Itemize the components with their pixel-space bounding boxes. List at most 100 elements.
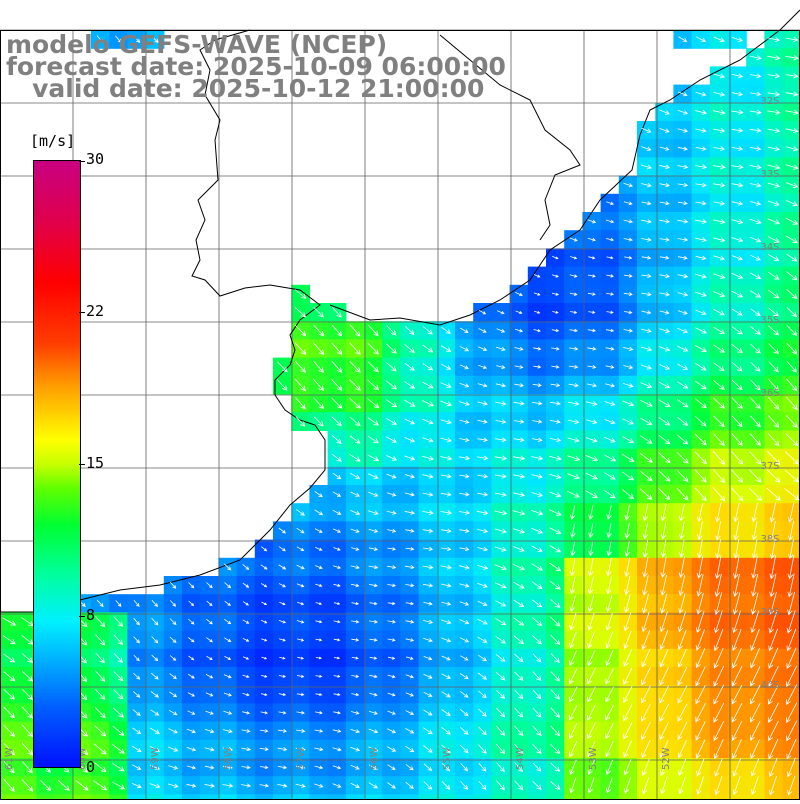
- wind-arrow: [750, 739, 760, 760]
- wind-arrow: [333, 620, 341, 624]
- wind-arrow: [405, 656, 414, 660]
- wind-arrow: [205, 692, 214, 697]
- wind-arrow: [623, 759, 632, 776]
- wind-arrow: [549, 527, 562, 534]
- wind-arrow: [112, 725, 125, 736]
- wind-arrow: [459, 637, 470, 643]
- wind-arrow: [260, 564, 268, 570]
- wind-arrow: [458, 401, 470, 406]
- wind-arrow: [767, 665, 779, 687]
- wind-arrow: [349, 416, 361, 427]
- wind-arrow: [459, 744, 469, 754]
- wind-arrow: [587, 668, 596, 685]
- wind-arrow: [21, 653, 34, 663]
- wind-arrow: [150, 35, 159, 43]
- wind-arrow: [294, 289, 307, 299]
- wind-arrow: [787, 555, 795, 580]
- wind-arrow: [368, 710, 379, 715]
- wind-arrow: [496, 780, 506, 791]
- wind-arrow: [459, 708, 469, 717]
- wind-arrow: [677, 648, 687, 668]
- wind-arrow: [695, 739, 706, 759]
- colorbar: [33, 160, 81, 768]
- wind-arrow: [569, 364, 579, 369]
- wind-arrow: [423, 745, 433, 753]
- wind-arrow: [459, 565, 470, 570]
- wind-arrow: [514, 762, 524, 773]
- valid-date: valid date: 2025-10-12 21:00:00: [6, 74, 485, 103]
- wind-arrow: [334, 656, 341, 660]
- model-title: modelo GEFS-WAVE (NCEP): [6, 30, 388, 59]
- wind-arrow: [222, 765, 233, 770]
- wind-arrow: [2, 635, 16, 645]
- wind-arrow: [385, 380, 398, 390]
- latitude-label: 33S: [760, 169, 779, 180]
- wind-arrow: [478, 708, 487, 717]
- wind-arrow: [677, 109, 689, 115]
- wind-arrow: [496, 365, 506, 370]
- wind-arrow: [278, 620, 287, 624]
- wind-arrow: [514, 653, 524, 663]
- wind-arrow: [422, 455, 434, 461]
- wind-arrow: [368, 764, 378, 770]
- wind-arrow: [94, 725, 107, 737]
- wind-arrow: [440, 419, 452, 425]
- wind-arrow: [187, 692, 196, 697]
- wind-arrow: [695, 684, 706, 705]
- wind-speed-cell: [637, 667, 656, 686]
- wind-arrow: [677, 310, 688, 315]
- wind-arrow: [149, 746, 161, 752]
- wind-speed-cell: [709, 703, 729, 723]
- wind-arrow: [786, 647, 797, 669]
- wind-arrow: [531, 563, 544, 571]
- wind-arrow: [133, 636, 140, 644]
- wind-arrow: [567, 419, 580, 425]
- wind-arrow: [404, 418, 416, 425]
- colorbar-tick-15: 15: [86, 454, 105, 472]
- wind-arrow: [751, 539, 758, 559]
- wind-arrow: [568, 382, 579, 388]
- wind-arrow: [315, 692, 323, 696]
- wind-arrow: [769, 538, 776, 560]
- wind-arrow: [186, 747, 197, 752]
- wind-arrow: [749, 164, 762, 170]
- wind-arrow: [767, 702, 779, 723]
- wind-arrow: [552, 256, 559, 260]
- wind-arrow: [696, 503, 704, 523]
- wind-arrow: [422, 344, 434, 353]
- wind-arrow: [678, 556, 685, 579]
- wind-arrow: [3, 689, 16, 700]
- wind-arrow: [532, 689, 542, 700]
- wind-arrow: [405, 619, 415, 624]
- wind-arrows: [2, 35, 800, 796]
- wind-arrow: [587, 219, 597, 224]
- wind-arrow: [677, 685, 688, 704]
- wind-arrow: [261, 674, 268, 678]
- wind-arrow: [658, 488, 671, 501]
- wind-arrow: [786, 684, 798, 705]
- wind-arrow: [677, 721, 688, 741]
- wind-arrow: [568, 722, 578, 740]
- wind-arrow: [478, 328, 487, 333]
- wind-arrow: [587, 650, 596, 667]
- wind-arrow: [278, 583, 286, 588]
- wind-arrow: [605, 777, 613, 794]
- wind-arrow: [188, 600, 195, 607]
- wind-arrow: [350, 528, 360, 533]
- wind-arrow: [569, 631, 577, 649]
- wind-speed-cell: [782, 375, 800, 395]
- wind-arrow: [696, 555, 704, 579]
- wind-arrow: [640, 470, 653, 482]
- wind-arrow: [131, 745, 142, 753]
- wind-arrow: [315, 620, 323, 624]
- wind-arrow: [769, 592, 777, 616]
- wind-arrow: [75, 780, 89, 791]
- wind-arrow: [568, 346, 579, 351]
- wind-arrow: [297, 638, 305, 642]
- wind-arrow: [532, 762, 542, 772]
- wind-arrow: [206, 600, 213, 607]
- wind-arrow: [477, 437, 489, 442]
- wind-arrow: [204, 783, 215, 788]
- wind-arrow: [624, 575, 631, 596]
- wind-arrow: [767, 109, 781, 115]
